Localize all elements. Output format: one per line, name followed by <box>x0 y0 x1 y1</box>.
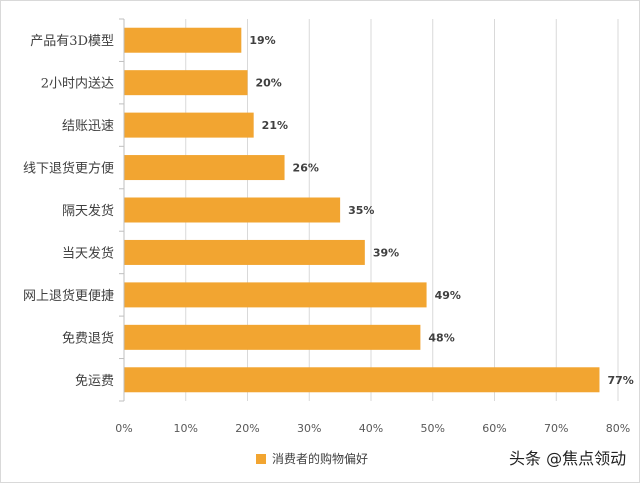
bar <box>124 155 285 181</box>
category-label: 隔天发货 <box>62 203 114 219</box>
labels: 19% 产品有3D模型 20% 2小时内送达 21% 结账迅速 26% 线下退货更方便 35% 隔… <box>23 34 634 435</box>
x-tick-label: 70% <box>544 422 568 435</box>
bar <box>124 197 341 223</box>
bar <box>124 27 242 53</box>
bar <box>124 367 600 393</box>
category-label: 结账迅速 <box>62 119 114 134</box>
legend-swatch <box>256 454 266 464</box>
x-tick-label: 30% <box>297 422 321 435</box>
x-tick-label: 20% <box>235 422 259 435</box>
x-tick-label: 50% <box>421 422 445 435</box>
category-label: 产品有3D模型 <box>30 34 114 49</box>
x-tick-label: 10% <box>174 422 198 435</box>
x-tick-label: 60% <box>482 422 506 435</box>
x-tick-label: 80% <box>606 422 630 435</box>
category-label: 线下退货更方便 <box>23 161 114 177</box>
data-label: 48% <box>428 331 454 344</box>
legend: 消费者的购物偏好 <box>256 451 368 466</box>
data-label: 77% <box>607 374 633 387</box>
data-label: 20% <box>256 77 282 90</box>
category-label: 免费退货 <box>62 330 114 346</box>
data-label: 35% <box>348 204 374 217</box>
category-label: 2小时内送达 <box>41 76 114 92</box>
bar <box>124 239 365 265</box>
bar <box>124 324 421 350</box>
bar <box>124 70 248 96</box>
category-label: 当天发货 <box>62 245 114 261</box>
legend-label: 消费者的购物偏好 <box>272 451 368 466</box>
watermark-text: 头条 @焦点领动 <box>509 449 626 468</box>
category-label: 网上退货更便捷 <box>23 288 114 304</box>
bar <box>124 282 427 308</box>
data-label: 26% <box>293 162 319 175</box>
data-label: 49% <box>435 289 461 302</box>
x-tick-label: 40% <box>359 422 383 435</box>
axes <box>119 18 125 402</box>
data-label: 39% <box>373 246 399 259</box>
category-label: 免运费 <box>75 374 114 389</box>
x-tick-label: 0% <box>115 422 132 435</box>
data-label: 19% <box>249 34 275 47</box>
bar <box>124 112 254 138</box>
data-label: 21% <box>262 119 288 132</box>
bars <box>124 27 600 393</box>
